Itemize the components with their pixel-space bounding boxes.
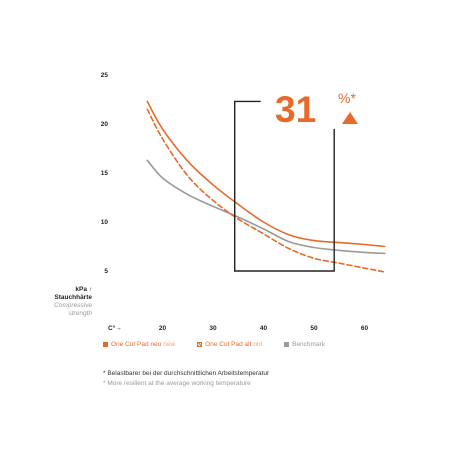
series-line-2: [146, 159, 386, 255]
legend-label-en: new: [163, 341, 176, 348]
y-tick-label: 5: [104, 268, 108, 275]
y-tick-label: 15: [101, 170, 109, 177]
legend-swatch-hatched-orange: [197, 342, 203, 347]
x-tick-label: 20: [159, 325, 167, 332]
x-tick-label: 50: [310, 325, 318, 332]
chart-legend: One Cut Pad neu new One Cut Pad alt old …: [103, 341, 347, 348]
chart-series: [146, 100, 386, 273]
y-axis-label-en-2: strength: [69, 310, 93, 317]
bracket-line: [234, 100, 335, 272]
legend-label-de: One Cut Pad neu: [111, 341, 162, 348]
y-axis-label-de: Stauchhärte: [54, 294, 92, 301]
legend-item-benchmark: Benchmark: [284, 341, 325, 348]
footnote-en: * More resilient at the average working …: [103, 380, 251, 387]
legend-swatch-solid-gray: [284, 342, 290, 347]
x-tick-label: 40: [260, 325, 268, 332]
footnotes: * Belastbarer bei der durchschnittlichen…: [103, 369, 269, 389]
legend-item-old: One Cut Pad alt old: [197, 341, 262, 348]
up-arrow-icon: [342, 112, 358, 124]
y-tick-label: 10: [101, 219, 109, 226]
improvement-bracket: [234, 100, 335, 272]
legend-label-en: old: [253, 341, 263, 348]
x-axis-ticks: 20 30 40 50 60: [159, 325, 369, 332]
legend-swatch-solid-orange: [103, 342, 108, 347]
series-line-1: [146, 108, 386, 273]
annotation-unit: %*: [338, 90, 356, 106]
y-axis-label-en-1: Compressive: [54, 302, 92, 309]
y-tick-label: 25: [101, 72, 109, 79]
y-axis-ticks: 5 10 15 20 25: [101, 72, 109, 275]
legend-item-new: One Cut Pad neu new: [103, 341, 175, 348]
y-tick-label: 20: [101, 121, 109, 128]
legend-label-de: One Cut Pad alt: [205, 341, 252, 348]
y-axis-label-unit: kPa ↑: [75, 286, 92, 293]
x-axis-label: C°→: [108, 324, 122, 332]
legend-label-de: Benchmark: [292, 341, 325, 348]
series-line-0: [146, 100, 386, 248]
annotation-value: 31: [275, 89, 316, 130]
x-tick-label: 60: [361, 325, 369, 332]
footnote-de: * Belastbarer bei der durchschnittlichen…: [103, 370, 270, 377]
x-tick-label: 30: [209, 325, 217, 332]
